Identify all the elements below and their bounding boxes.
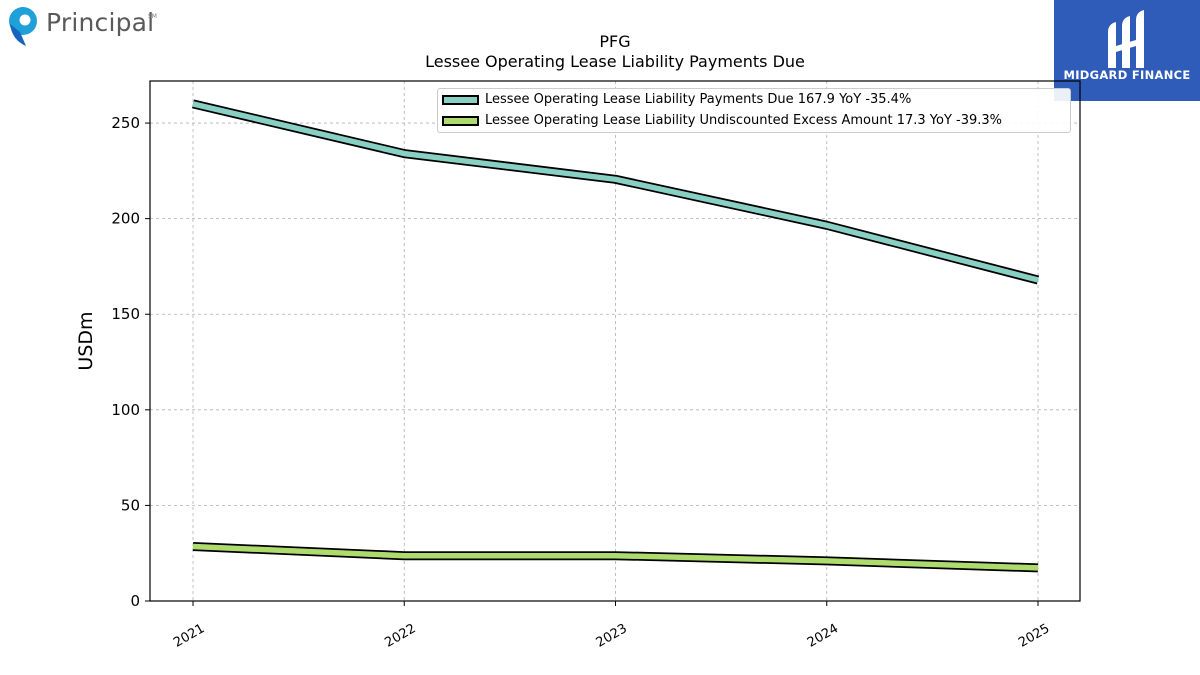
legend-swatch: [442, 95, 479, 105]
y-tick-label: 100: [111, 401, 140, 419]
midgard-logo-icon: [1108, 10, 1144, 68]
midgard-logo-text: MIDGARD FINANCE: [1063, 68, 1191, 82]
x-tick-label: 2022: [382, 621, 418, 651]
plot-frame: [149, 80, 1081, 602]
series-line: [192, 101, 1039, 283]
x-tick-label: 2023: [594, 621, 630, 651]
y-tick-label: 150: [111, 305, 140, 323]
series-line: [192, 543, 1039, 571]
y-tick-label: 50: [121, 496, 140, 514]
x-tick-label: 2024: [805, 621, 841, 651]
principal-logo-sm: SM: [148, 13, 157, 20]
grid: [150, 81, 1080, 601]
x-tick-label: 2025: [1016, 621, 1052, 651]
chart-subtitle: Lessee Operating Lease Liability Payment…: [425, 52, 805, 71]
principal-logo-text: Principal: [46, 8, 155, 37]
series-layer: [191, 99, 1040, 573]
axis-ticks: 0 50 100 150 200 250 2021 2022 2023 2024 2025: [111, 114, 1052, 651]
chart-title: PFG: [599, 32, 631, 51]
y-axis-label: USDm: [75, 311, 97, 370]
y-tick-label: 250: [111, 114, 140, 132]
principal-logo-icon: [9, 7, 37, 46]
y-tick-label: 0: [130, 592, 140, 610]
legend-swatch: [442, 116, 479, 126]
x-tick-label: 2021: [171, 621, 207, 651]
principal-logo: Principal SM: [4, 4, 164, 48]
legend-label: Lessee Operating Lease Liability Payment…: [485, 92, 912, 107]
y-tick-label: 200: [111, 210, 140, 228]
midgard-finance-logo: MIDGARD FINANCE: [1054, 0, 1200, 101]
chart-legend: Lessee Operating Lease Liability Payment…: [437, 88, 1071, 133]
legend-label: Lessee Operating Lease Liability Undisco…: [485, 113, 1003, 128]
